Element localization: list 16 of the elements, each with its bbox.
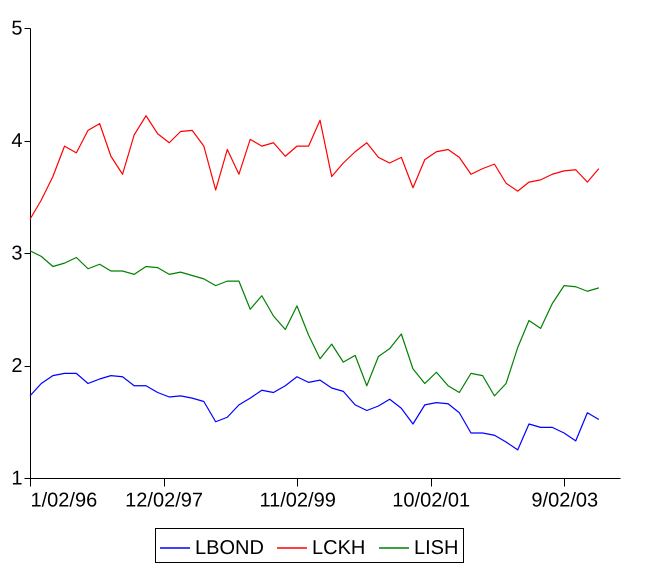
x-tick-label: 9/02/03 <box>531 490 598 512</box>
x-tick-label: 11/02/99 <box>259 490 336 512</box>
x-tick-label: 10/02/01 <box>392 490 470 512</box>
legend-label: LCKH <box>312 537 366 559</box>
x-tick-label: 12/02/97 <box>125 490 203 512</box>
legend-label: LISH <box>414 537 458 559</box>
y-tick-label: 4 <box>11 130 22 152</box>
line-series <box>29 372 600 450</box>
line-series <box>29 115 600 220</box>
y-tick-label: 2 <box>11 355 22 377</box>
line-series <box>29 250 600 396</box>
x-tick-label: 1/02/96 <box>30 490 98 512</box>
y-tick-label: 5 <box>11 18 22 40</box>
y-tick-label: 3 <box>11 242 22 264</box>
legend-label: LBOND <box>195 537 264 559</box>
y-tick-label: 1 <box>11 468 22 490</box>
